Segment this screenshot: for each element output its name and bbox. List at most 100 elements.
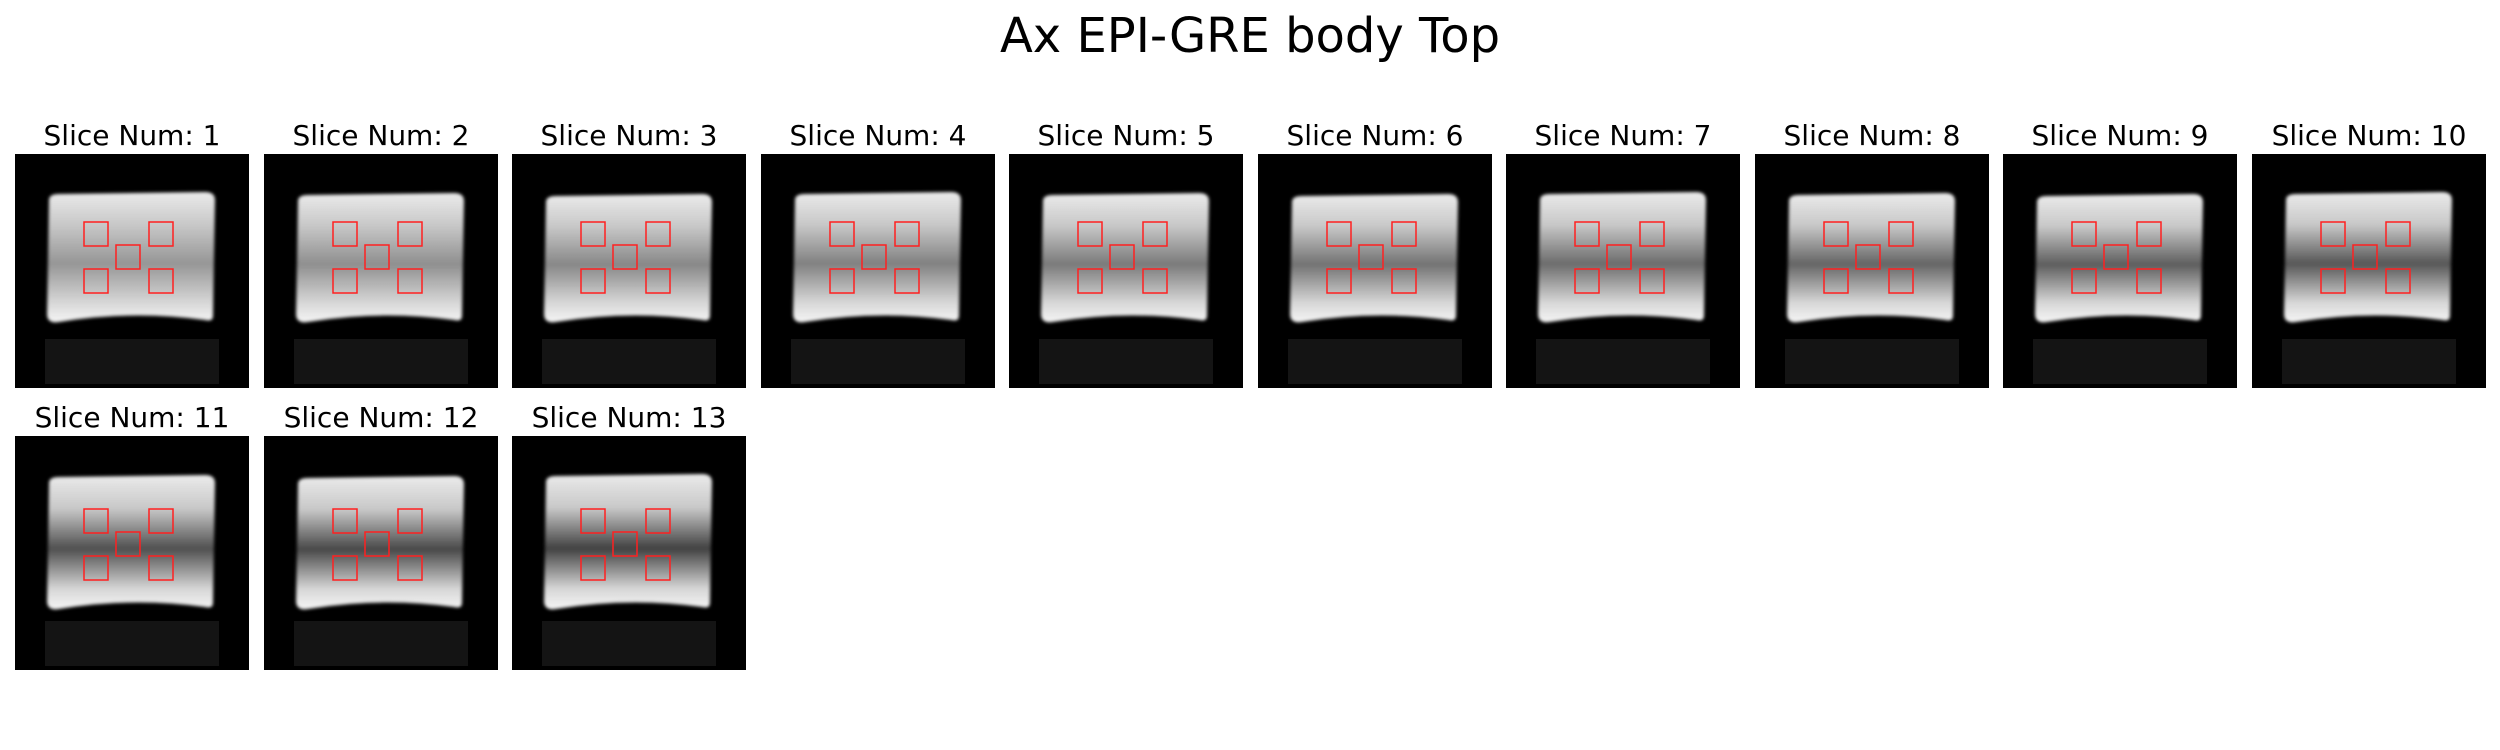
roi-box	[2071, 268, 2097, 294]
slice-panel: Slice Num: 12	[264, 402, 498, 670]
mri-slice-image	[2252, 154, 2486, 388]
roi-box	[829, 221, 855, 247]
slice-title: Slice Num: 12	[283, 401, 479, 434]
slice-panel: Slice Num: 8	[1755, 120, 1989, 388]
roi-box	[332, 508, 358, 534]
roi-box	[397, 555, 423, 581]
roi-box	[894, 221, 920, 247]
slice-title: Slice Num: 3	[540, 119, 718, 152]
roi-box	[397, 508, 423, 534]
roi-box	[364, 244, 390, 270]
slice-panel: Slice Num: 3	[512, 120, 746, 388]
roi-box	[1358, 244, 1384, 270]
slice-title: Slice Num: 6	[1286, 119, 1464, 152]
roi-box	[1639, 268, 1665, 294]
slice-title: Slice Num: 4	[789, 119, 967, 152]
figure-title: Ax EPI-GRE body Top	[999, 8, 1501, 64]
roi-box	[2136, 268, 2162, 294]
roi-box	[1888, 268, 1914, 294]
roi-box	[1391, 268, 1417, 294]
roi-box	[1077, 268, 1103, 294]
slice-title: Slice Num: 9	[2031, 119, 2209, 152]
roi-box	[1574, 268, 1600, 294]
roi-box	[1574, 221, 1600, 247]
roi-box	[1888, 221, 1914, 247]
roi-box	[2103, 244, 2129, 270]
mri-slice-image	[512, 154, 746, 388]
slice-title: Slice Num: 7	[1534, 119, 1712, 152]
slice-title: Slice Num: 13	[531, 401, 727, 434]
slice-title: Slice Num: 10	[2271, 119, 2467, 152]
roi-box	[1326, 221, 1352, 247]
slice-panel: Slice Num: 2	[264, 120, 498, 388]
roi-box	[580, 508, 606, 534]
roi-box	[115, 244, 141, 270]
slice-title: Slice Num: 5	[1037, 119, 1215, 152]
roi-box	[2385, 268, 2411, 294]
roi-box	[829, 268, 855, 294]
roi-box	[397, 221, 423, 247]
roi-box	[148, 508, 174, 534]
mri-slice-image	[15, 154, 249, 388]
roi-box	[580, 268, 606, 294]
roi-box	[1606, 244, 1632, 270]
roi-box	[645, 221, 671, 247]
mri-slice-image	[264, 436, 498, 670]
mri-slice-image	[1009, 154, 1243, 388]
roi-box	[148, 221, 174, 247]
roi-box	[2352, 244, 2378, 270]
roi-box	[1109, 244, 1135, 270]
slice-title: Slice Num: 1	[43, 119, 221, 152]
mri-slice-image	[1755, 154, 1989, 388]
mri-slice-image	[15, 436, 249, 670]
roi-box	[1077, 221, 1103, 247]
roi-box	[83, 555, 109, 581]
roi-box	[332, 268, 358, 294]
slice-panel: Slice Num: 9	[2003, 120, 2237, 388]
slice-panel: Slice Num: 5	[1009, 120, 1243, 388]
roi-box	[148, 268, 174, 294]
roi-box	[861, 244, 887, 270]
roi-box	[364, 531, 390, 557]
slice-title: Slice Num: 11	[34, 401, 230, 434]
mri-slice-image	[2003, 154, 2237, 388]
mri-slice-image	[761, 154, 995, 388]
roi-box	[1823, 268, 1849, 294]
roi-box	[2320, 268, 2346, 294]
roi-box	[397, 268, 423, 294]
slice-panel: Slice Num: 4	[761, 120, 995, 388]
slice-title: Slice Num: 2	[292, 119, 470, 152]
roi-box	[2071, 221, 2097, 247]
mri-slice-image	[264, 154, 498, 388]
roi-box	[2320, 221, 2346, 247]
roi-box	[894, 268, 920, 294]
roi-box	[645, 268, 671, 294]
roi-box	[580, 555, 606, 581]
roi-box	[332, 555, 358, 581]
roi-box	[1326, 268, 1352, 294]
roi-box	[148, 555, 174, 581]
roi-box	[645, 508, 671, 534]
roi-box	[612, 531, 638, 557]
mri-slice-image	[1506, 154, 1740, 388]
slice-panel: Slice Num: 1	[15, 120, 249, 388]
roi-box	[1823, 221, 1849, 247]
roi-box	[1391, 221, 1417, 247]
slice-panel: Slice Num: 7	[1506, 120, 1740, 388]
roi-box	[580, 221, 606, 247]
mri-slice-image	[1258, 154, 1492, 388]
roi-box	[1142, 221, 1168, 247]
roi-box	[1639, 221, 1665, 247]
roi-box	[1855, 244, 1881, 270]
roi-box	[1142, 268, 1168, 294]
slice-panel: Slice Num: 11	[15, 402, 249, 670]
mri-slice-image	[512, 436, 746, 670]
roi-box	[612, 244, 638, 270]
slice-title: Slice Num: 8	[1783, 119, 1961, 152]
roi-box	[83, 508, 109, 534]
slice-panel: Slice Num: 6	[1258, 120, 1492, 388]
slice-panel: Slice Num: 10	[2252, 120, 2486, 388]
roi-box	[2136, 221, 2162, 247]
roi-box	[83, 268, 109, 294]
roi-box	[83, 221, 109, 247]
